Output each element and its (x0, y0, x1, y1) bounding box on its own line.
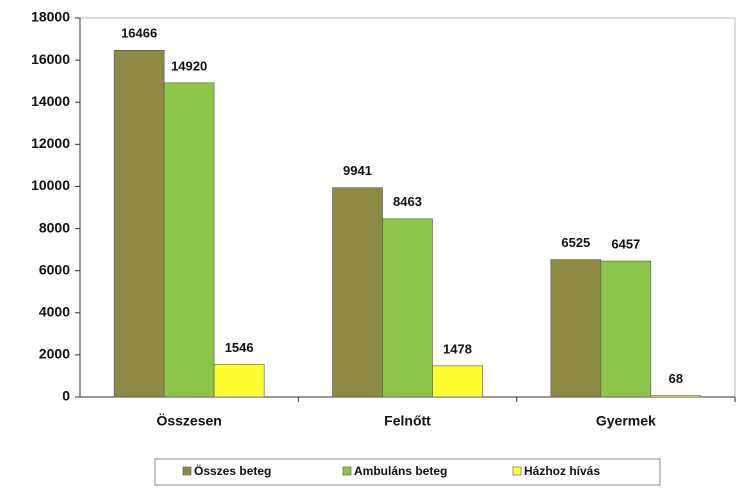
x-tick-label: Gyermek (596, 413, 656, 429)
y-tick-label: 10000 (31, 177, 70, 193)
legend-label: Házhoz hívás (524, 464, 600, 478)
bar (650, 395, 702, 398)
value-label: 16466 (121, 26, 157, 41)
x-tick-label: Összesen (156, 413, 221, 429)
y-tick-label: 12000 (31, 135, 70, 151)
bar (332, 187, 383, 398)
bar (432, 365, 483, 398)
value-label: 1478 (443, 341, 472, 356)
value-label: 14920 (171, 58, 207, 73)
bar (163, 82, 215, 398)
legend-label: Ambuláns beteg (354, 464, 447, 478)
y-tick-label: 18000 (31, 9, 70, 25)
value-label: 9941 (343, 163, 372, 178)
bar (382, 218, 433, 398)
legend-swatch (182, 466, 192, 476)
bar (213, 364, 265, 398)
value-label: 8463 (393, 194, 422, 209)
y-tick-label: 6000 (39, 261, 70, 277)
value-label: 6525 (561, 235, 590, 250)
legend-swatch (342, 466, 352, 476)
value-label: 68 (669, 371, 683, 386)
bar (113, 49, 165, 398)
y-tick-label: 2000 (39, 346, 70, 362)
legend-label: Összes beteg (194, 463, 271, 478)
x-tick-label: Felnőtt (384, 413, 431, 429)
y-tick-label: 4000 (39, 303, 70, 319)
value-label: 6457 (611, 236, 640, 251)
bar (600, 260, 652, 398)
y-tick-label: 8000 (39, 219, 70, 235)
y-tick-label: 0 (62, 388, 70, 404)
y-tick-label: 14000 (31, 93, 70, 109)
bar (550, 259, 602, 398)
legend-frame (154, 458, 661, 486)
legend-swatch (512, 466, 522, 476)
value-label: 1546 (225, 340, 254, 355)
y-tick-label: 16000 (31, 51, 70, 67)
